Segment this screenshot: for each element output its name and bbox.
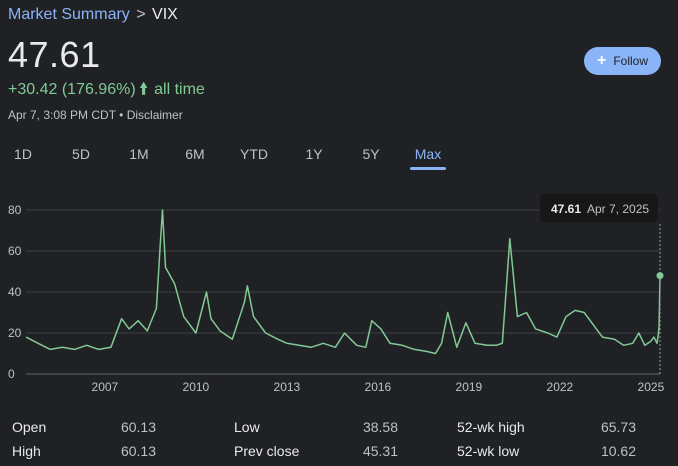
x-tick-label: 2025 [638, 380, 665, 394]
stat-52wk-high-value: 65.73 [600, 419, 636, 435]
y-tick-label: 40 [8, 285, 22, 299]
tooltip-value: 47.61 [551, 202, 581, 216]
x-tick-label: 2022 [547, 380, 574, 394]
stat-prev-close-value: 45.31 [362, 443, 398, 459]
stat-low-label: Low [234, 419, 260, 435]
active-tab-indicator [410, 167, 446, 170]
chart-grid [26, 209, 660, 375]
change-period: all time [154, 81, 205, 98]
x-tick-label: 2019 [456, 380, 483, 394]
stat-52wk-low-label: 52-wk low [457, 443, 520, 459]
x-tick-label: 2007 [92, 380, 119, 394]
tab-label: 5D [72, 146, 90, 162]
tab-label: Max [414, 146, 442, 162]
stat-prev-close-label: Prev close [234, 443, 300, 459]
y-tick-label: 80 [8, 203, 22, 217]
y-tick-label: 60 [8, 244, 22, 258]
vix-series-line [25, 209, 661, 355]
stat-low-value: 38.58 [362, 419, 398, 435]
current-price: 47.61 [8, 34, 101, 75]
hover-point [656, 272, 664, 280]
tooltip-box [540, 194, 658, 222]
stat-52wk-low-value: 10.62 [600, 443, 636, 459]
range-tabs: 1D 5D 1M 6M YTD 1Y 5Y Max [0, 140, 460, 170]
tab-label: 6M [185, 146, 205, 162]
tab-label: YTD [240, 146, 268, 162]
tab-label: 1D [14, 146, 32, 162]
breadcrumb-current: VIX [152, 6, 178, 23]
tab-1m[interactable]: 1M [120, 140, 158, 168]
quote-timestamp: Apr 7, 3:08 PM CDT [8, 108, 116, 122]
tab-1d[interactable]: 1D [4, 140, 42, 168]
tab-5y[interactable]: 5Y [352, 140, 390, 168]
stat-high-value: 60.13 [120, 443, 156, 459]
tooltip-date: Apr 7, 2025 [587, 202, 649, 216]
x-axis-ticks: 2007 2010 2013 2016 2019 2022 2025 [92, 380, 665, 394]
tab-6m[interactable]: 6M [176, 140, 214, 168]
stats-table: Open 60.13 High 60.13 Low 38.58 Prev clo… [0, 414, 678, 466]
breadcrumb: Market Summary > VIX [8, 6, 178, 24]
stat-52wk-high-label: 52-wk high [457, 419, 525, 435]
vix-line-chart[interactable]: 0 20 40 60 80 2007 2010 2013 2016 2019 2022 2025 4… [0, 190, 678, 400]
stat-high-label: High [12, 443, 41, 459]
tab-label: 1Y [305, 146, 323, 162]
arrow-up-icon: 🠙 [139, 81, 148, 98]
timestamp-separator: • [119, 108, 124, 122]
tab-max[interactable]: Max [410, 140, 446, 170]
change-amount: +30.42 (176.96%) [8, 81, 136, 98]
stat-open-value: 60.13 [120, 419, 156, 435]
tab-1y[interactable]: 1Y [295, 140, 333, 168]
stat-open-label: Open [12, 419, 47, 435]
price-change: +30.42 (176.96%) 🠙 all time [8, 78, 205, 105]
plus-icon: + [596, 52, 607, 69]
breadcrumb-market-summary-link[interactable]: Market Summary [8, 6, 130, 23]
y-tick-label: 20 [8, 326, 22, 340]
y-axis-ticks: 0 20 40 60 80 [8, 203, 22, 381]
quote-timestamp-row: Apr 7, 3:08 PM CDT • Disclaimer [8, 108, 183, 122]
tab-ytd[interactable]: YTD [233, 140, 275, 168]
y-tick-label: 0 [8, 367, 15, 381]
follow-label: Follow [613, 54, 649, 68]
tab-label: 5Y [362, 146, 380, 162]
hover-tooltip: 47.61 Apr 7, 2025 [540, 194, 658, 222]
disclaimer-link[interactable]: Disclaimer [126, 108, 183, 122]
x-tick-label: 2013 [274, 380, 301, 394]
tab-5d[interactable]: 5D [62, 140, 100, 168]
follow-button[interactable]: + Follow [584, 47, 661, 75]
tab-label: 1M [129, 146, 149, 162]
breadcrumb-separator: > [136, 6, 146, 23]
x-tick-label: 2010 [183, 380, 210, 394]
x-tick-label: 2016 [365, 380, 392, 394]
